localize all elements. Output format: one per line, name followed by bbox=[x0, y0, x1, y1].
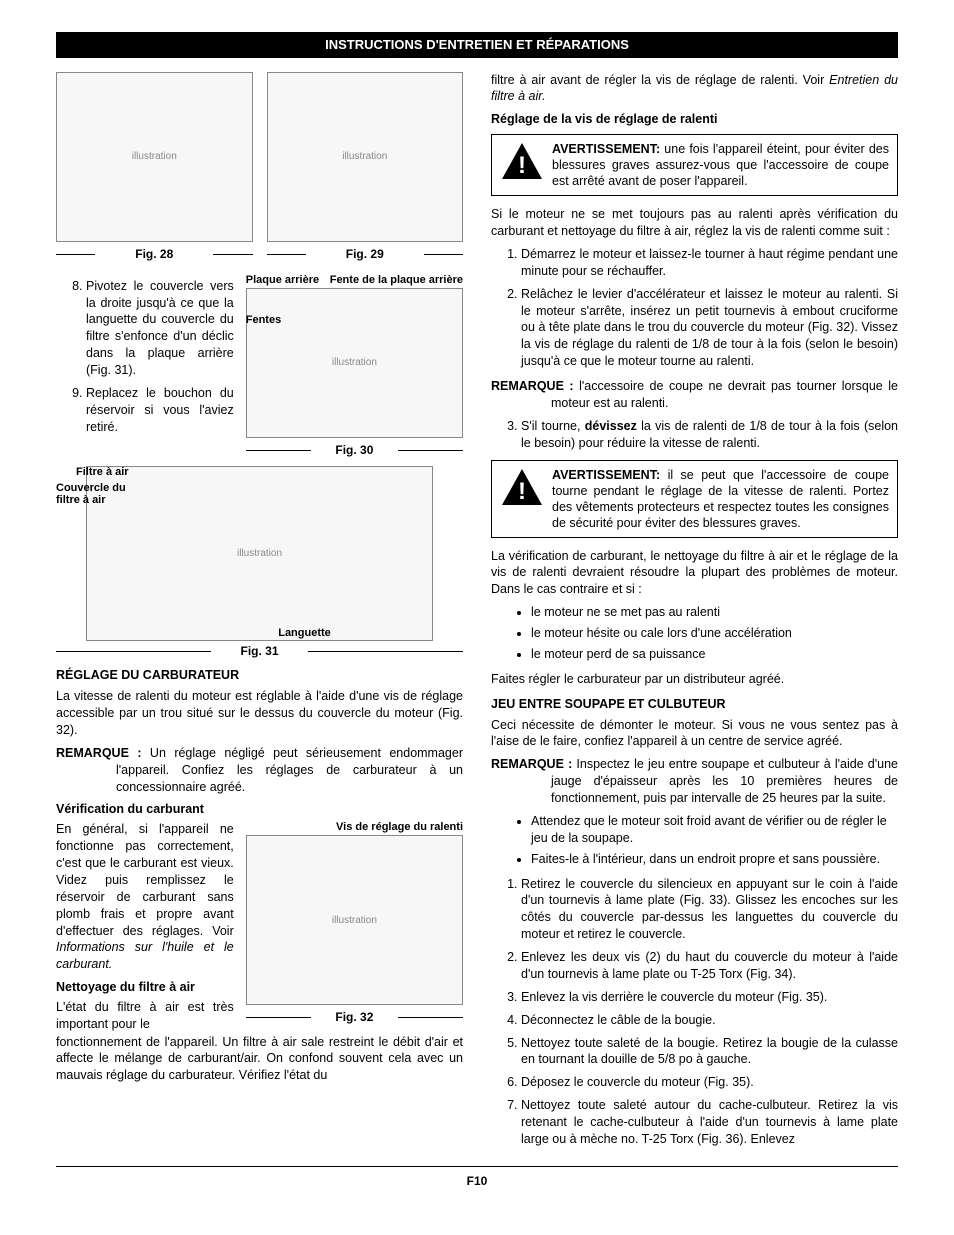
fig31-caption: Fig. 31 bbox=[56, 643, 463, 659]
subhead-reglage-vis: Réglage de la vis de réglage de ralenti bbox=[491, 111, 898, 128]
step-8: Pivotez le couvercle vers la droite jusq… bbox=[86, 278, 234, 379]
step-b4: Déconnectez le câble de la bougie. bbox=[521, 1012, 898, 1029]
heading-reglage-carburateur: RÉGLAGE DU CARBURATEUR bbox=[56, 667, 463, 684]
figure-30: illustration bbox=[246, 288, 463, 438]
svg-text:!: ! bbox=[518, 152, 526, 179]
remark3-lead: REMARQUE : bbox=[491, 757, 572, 771]
fig29-caption: Fig. 29 bbox=[267, 246, 464, 262]
p-top-cont: filtre à air avant de régler la vis de r… bbox=[491, 72, 898, 106]
warn1-lead: AVERTISSEMENT: bbox=[552, 142, 660, 156]
subhead-verif-carburant: Vérification du carburant bbox=[56, 801, 463, 818]
p-si-moteur: Si le moteur ne se met toujours pas au r… bbox=[491, 206, 898, 240]
remark2-text: l'accessoire de coupe ne devrait pas tou… bbox=[551, 379, 898, 410]
page-number: F10 bbox=[56, 1173, 898, 1189]
p-top-a: filtre à air avant de régler la vis de r… bbox=[491, 73, 829, 87]
remark1-text: Un réglage négligé peut sérieusement end… bbox=[116, 746, 463, 794]
steps-3: S'il tourne, dévissez la vis de ralenti … bbox=[491, 418, 898, 452]
step-a3: S'il tourne, dévissez la vis de ralenti … bbox=[521, 418, 898, 452]
step3-bold: dévissez bbox=[585, 419, 637, 433]
fig28-caption: Fig. 28 bbox=[56, 246, 253, 262]
left-column: illustration Fig. 28 illustration Fig. 2… bbox=[56, 72, 463, 1156]
subhead-nettoyage-filtre: Nettoyage du filtre à air bbox=[56, 979, 234, 996]
steps-8-9: Pivotez le couvercle vers la droite jusq… bbox=[56, 278, 234, 436]
remark3-text: Inspectez le jeu entre soupape et culbut… bbox=[551, 757, 898, 805]
p-nettoy-cont: fonctionnement de l'appareil. Un filtre … bbox=[56, 1034, 463, 1085]
step-b2: Enlevez les deux vis (2) du haut du couv… bbox=[521, 949, 898, 983]
bullet-2: le moteur hésite ou cale lors d'une accé… bbox=[531, 625, 898, 642]
remark-1: REMARQUE : Un réglage négligé peut série… bbox=[116, 745, 463, 796]
label-couvercle-filtre: Couvercle du filtre à air bbox=[56, 482, 146, 506]
heading-jeu-soupape: JEU ENTRE SOUPAPE ET CULBUTEUR bbox=[491, 696, 898, 713]
step3-a: S'il tourne, bbox=[521, 419, 585, 433]
fig30-caption: Fig. 30 bbox=[246, 442, 463, 458]
warning-box-1: ! AVERTISSEMENT: une fois l'appareil éte… bbox=[491, 134, 898, 196]
p-verif: En général, si l'appareil ne fonctionne … bbox=[56, 821, 234, 973]
p-verif-a: En général, si l'appareil ne fonctionne … bbox=[56, 822, 234, 937]
p-faites-regler: Faites régler le carburateur par un dist… bbox=[491, 671, 898, 688]
bullet-1: le moteur ne se met pas au ralenti bbox=[531, 604, 898, 621]
svg-text:!: ! bbox=[518, 478, 526, 505]
steps-1-2: Démarrez le moteur et laissez-le tourner… bbox=[491, 246, 898, 370]
step-9: Replacez le bouchon du réservoir si vous… bbox=[86, 385, 234, 436]
bullets-problems: le moteur ne se met pas au ralenti le mo… bbox=[491, 604, 898, 663]
label-fentes: Fentes bbox=[246, 314, 281, 326]
steps-disassembly: Retirez le couvercle du silencieux en ap… bbox=[491, 876, 898, 1148]
p-verif-ital: Informations sur l'huile et le carburant… bbox=[56, 940, 234, 971]
p-nettoy-start: L'état du filtre à air est très importan… bbox=[56, 999, 234, 1033]
label-plaque-arriere: Plaque arrière bbox=[246, 274, 319, 286]
bullet-3: le moteur perd de sa puissance bbox=[531, 646, 898, 663]
remark-2: REMARQUE : l'accessoire de coupe ne devr… bbox=[551, 378, 898, 412]
bullet2-1: Attendez que le moteur soit froid avant … bbox=[531, 813, 898, 847]
figure-29: illustration bbox=[267, 72, 464, 242]
step-b5: Nettoyez toute saleté de la bougie. Reti… bbox=[521, 1035, 898, 1069]
warning-box-2: ! AVERTISSEMENT: il se peut que l'access… bbox=[491, 460, 898, 538]
figure-28: illustration bbox=[56, 72, 253, 242]
label-filtre-air: Filtre à air bbox=[76, 466, 129, 478]
bullets-precautions: Attendez que le moteur soit froid avant … bbox=[491, 813, 898, 868]
label-languette: Languette bbox=[146, 627, 463, 639]
p-verif2: La vérification de carburant, le nettoya… bbox=[491, 548, 898, 599]
header-bar: INSTRUCTIONS D'ENTRETIEN ET RÉPARATIONS bbox=[56, 32, 898, 58]
step-a2: Relâchez le levier d'accélérateur et lai… bbox=[521, 286, 898, 370]
p-carb-intro: La vitesse de ralenti du moteur est régl… bbox=[56, 688, 463, 739]
remark1-lead: REMARQUE : bbox=[56, 746, 142, 760]
step-b6: Déposez le couvercle du moteur (Fig. 35)… bbox=[521, 1074, 898, 1091]
footer-rule bbox=[56, 1166, 898, 1167]
bullet2-2: Faites-le à l'intérieur, dans un endroit… bbox=[531, 851, 898, 868]
step-b3: Enlevez la vis derrière le couvercle du … bbox=[521, 989, 898, 1006]
step-a1: Démarrez le moteur et laissez-le tourner… bbox=[521, 246, 898, 280]
step-b7: Nettoyez toute saleté autour du cache-cu… bbox=[521, 1097, 898, 1148]
p-jeu: Ceci nécessite de démonter le moteur. Si… bbox=[491, 717, 898, 751]
warning-icon: ! bbox=[500, 141, 544, 181]
remark-3: REMARQUE : Inspectez le jeu entre soupap… bbox=[551, 756, 898, 807]
label-vis-reglage: Vis de réglage du ralenti bbox=[246, 821, 463, 833]
remark2-lead: REMARQUE : bbox=[491, 379, 574, 393]
warn2-lead: AVERTISSEMENT: bbox=[552, 468, 660, 482]
step-b1: Retirez le couvercle du silencieux en ap… bbox=[521, 876, 898, 944]
right-column: filtre à air avant de régler la vis de r… bbox=[491, 72, 898, 1156]
label-fente-plaque: Fente de la plaque arrière bbox=[330, 274, 463, 286]
warning-icon: ! bbox=[500, 467, 544, 507]
steps-with-fig30: Pivotez le couvercle vers la droite jusq… bbox=[56, 274, 463, 466]
fig32-caption: Fig. 32 bbox=[246, 1009, 463, 1025]
two-column-layout: illustration Fig. 28 illustration Fig. 2… bbox=[56, 72, 898, 1156]
figure-32: illustration bbox=[246, 835, 463, 1005]
